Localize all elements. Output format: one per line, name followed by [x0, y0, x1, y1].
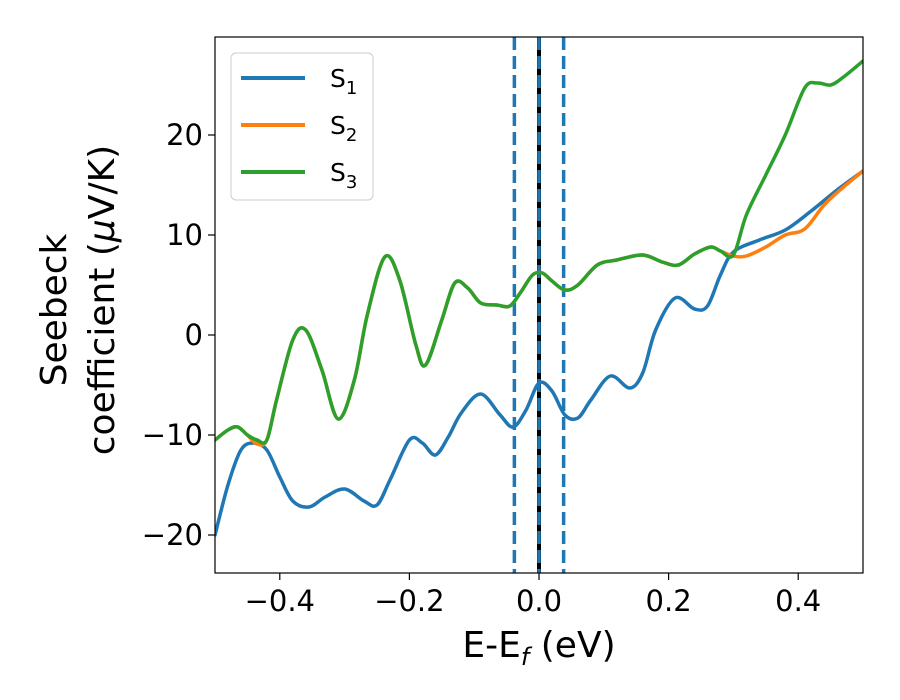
series-layer — [215, 59, 863, 537]
y-axis-title-line1: Seebeck — [34, 233, 75, 386]
series-line-s1 — [215, 169, 863, 537]
x-axis-title-unit: (eV) — [529, 625, 615, 666]
x-tick-label: −0.2 — [374, 584, 444, 618]
y-axis-title: Seebeck coefficient (μV/K) — [34, 145, 123, 455]
x-axis-title: E-Ef (eV) — [462, 625, 615, 671]
vertical-lines — [512, 37, 566, 573]
legend-label-s3: S3 — [330, 158, 357, 193]
legend-label-s2: S2 — [330, 111, 357, 146]
y-tick-label: 10 — [166, 218, 203, 252]
y-tick-label: 0 — [185, 318, 203, 352]
y-tick-label: 20 — [166, 118, 203, 152]
legend-label-s1: S1 — [330, 64, 357, 99]
legend: S1 S2 S3 — [230, 52, 374, 201]
y-tick-label: −20 — [142, 518, 203, 552]
series-line-s3 — [215, 59, 863, 445]
x-tick-label: 0.2 — [646, 584, 692, 618]
x-tick-label: 0.4 — [775, 584, 821, 618]
y-tick-label: −10 — [142, 418, 203, 452]
x-axis: −0.4 −0.2 0.0 0.2 0.4 — [245, 573, 821, 618]
y-axis-title-line2: coefficient (μV/K) — [82, 145, 123, 455]
y-axis: −20 −10 0 10 20 — [142, 118, 215, 552]
x-tick-label: −0.4 — [245, 584, 315, 618]
x-tick-label: 0.0 — [516, 584, 562, 618]
